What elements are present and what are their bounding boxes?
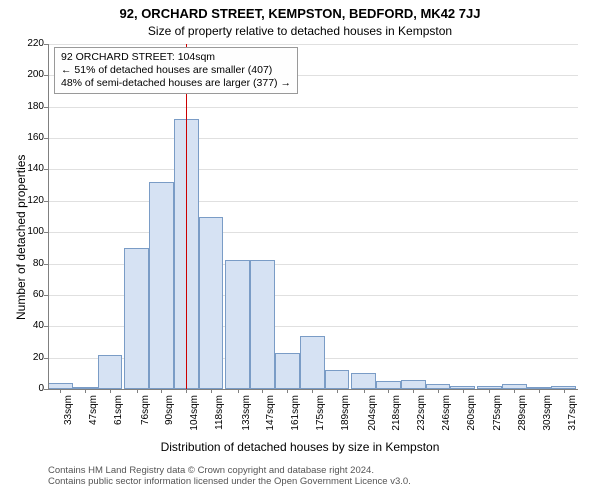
y-axis-line: [48, 44, 49, 389]
grid-line: [48, 138, 578, 139]
info-line-3: 48% of semi-detached houses are larger (…: [61, 77, 291, 90]
info-box: 92 ORCHARD STREET: 104sqm ← 51% of detac…: [54, 47, 298, 94]
x-tick-label: 189sqm: [340, 395, 351, 445]
grid-line: [48, 201, 578, 202]
x-tick-label: 246sqm: [441, 395, 452, 445]
histogram-bar: [149, 182, 174, 389]
y-tick-label: 80: [16, 258, 44, 269]
histogram-bar: [275, 353, 300, 389]
grid-line: [48, 232, 578, 233]
x-tick-label: 289sqm: [517, 395, 528, 445]
histogram-bar: [124, 248, 149, 389]
x-tick-label: 118sqm: [214, 395, 225, 445]
x-tick-label: 303sqm: [542, 395, 553, 445]
histogram-bar: [199, 217, 224, 390]
x-tick-label: 204sqm: [367, 395, 378, 445]
grid-line: [48, 44, 578, 45]
y-tick-label: 40: [16, 320, 44, 331]
x-tick-label: 232sqm: [416, 395, 427, 445]
histogram-bar: [376, 381, 401, 389]
grid-line: [48, 169, 578, 170]
y-tick-label: 20: [16, 352, 44, 363]
x-tick-label: 104sqm: [189, 395, 200, 445]
x-axis-line: [48, 389, 578, 390]
x-tick-label: 275sqm: [492, 395, 503, 445]
histogram-bar: [325, 370, 350, 389]
reference-line: [186, 44, 187, 389]
footer-line-2: Contains public sector information licen…: [48, 476, 411, 487]
histogram-bar: [98, 355, 123, 390]
x-tick-label: 317sqm: [567, 395, 578, 445]
x-tick-label: 161sqm: [290, 395, 301, 445]
x-tick-label: 218sqm: [391, 395, 402, 445]
info-line-2: ← 51% of detached houses are smaller (40…: [61, 64, 291, 77]
title-sub: Size of property relative to detached ho…: [0, 24, 600, 38]
y-tick-label: 0: [16, 383, 44, 394]
histogram-bar: [351, 373, 376, 389]
histogram-bar: [250, 260, 275, 389]
x-tick-label: 76sqm: [140, 395, 151, 445]
title-main: 92, ORCHARD STREET, KEMPSTON, BEDFORD, M…: [0, 6, 600, 21]
grid-line: [48, 107, 578, 108]
info-line-1: 92 ORCHARD STREET: 104sqm: [61, 51, 291, 64]
y-tick-label: 140: [16, 163, 44, 174]
footer-line-1: Contains HM Land Registry data © Crown c…: [48, 465, 411, 476]
plot-area: [48, 44, 578, 389]
x-tick-label: 260sqm: [466, 395, 477, 445]
y-tick-label: 160: [16, 132, 44, 143]
x-tick-label: 90sqm: [164, 395, 175, 445]
y-tick-label: 220: [16, 38, 44, 49]
y-tick-label: 180: [16, 101, 44, 112]
histogram-bar: [401, 380, 426, 389]
x-tick-label: 47sqm: [88, 395, 99, 445]
x-tick-label: 33sqm: [63, 395, 74, 445]
x-tick-label: 175sqm: [315, 395, 326, 445]
y-tick-label: 60: [16, 289, 44, 300]
y-tick-label: 120: [16, 195, 44, 206]
histogram-bar: [300, 336, 325, 389]
chart-container: 92, ORCHARD STREET, KEMPSTON, BEDFORD, M…: [0, 0, 600, 500]
x-tick-label: 61sqm: [113, 395, 124, 445]
y-tick-label: 100: [16, 226, 44, 237]
footer-text: Contains HM Land Registry data © Crown c…: [48, 465, 411, 488]
x-tick-label: 133sqm: [241, 395, 252, 445]
x-tick-label: 147sqm: [265, 395, 276, 445]
histogram-bar: [225, 260, 250, 389]
y-tick-label: 200: [16, 69, 44, 80]
